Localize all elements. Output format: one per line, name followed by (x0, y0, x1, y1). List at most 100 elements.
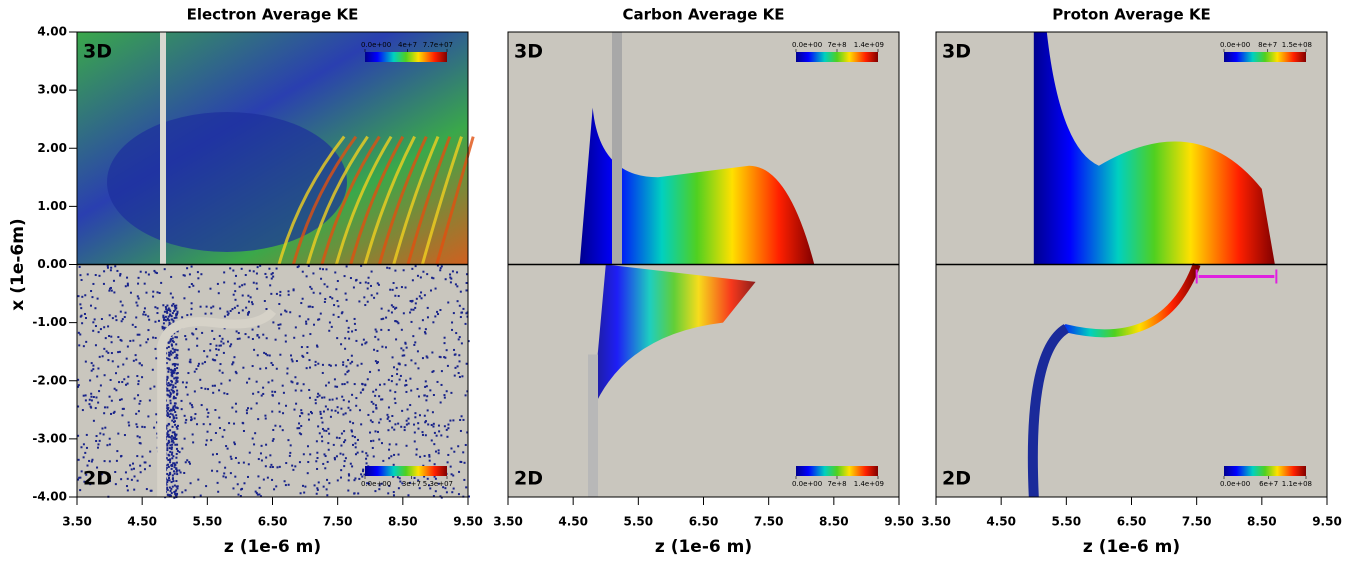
particle (249, 296, 252, 299)
particle (81, 295, 84, 298)
particle (162, 304, 165, 307)
y-tick-label: 4.00 (37, 25, 67, 39)
particle (331, 297, 334, 300)
particle (405, 346, 408, 349)
particle (319, 292, 322, 295)
particle (165, 427, 168, 430)
particle (173, 404, 176, 407)
particle (195, 368, 198, 371)
particle (92, 329, 95, 332)
particle (336, 406, 339, 409)
particle (426, 409, 429, 412)
particle (154, 336, 157, 339)
particle (444, 356, 447, 359)
particle (456, 271, 459, 274)
particle (101, 355, 104, 358)
particle (171, 339, 174, 342)
particle (190, 307, 193, 310)
particle (381, 398, 384, 401)
particle (190, 302, 193, 305)
particle (251, 328, 254, 331)
particle (241, 309, 244, 312)
foil-2d (588, 354, 598, 497)
particle (219, 427, 222, 430)
particle (328, 329, 331, 332)
particle (360, 423, 363, 426)
particle (207, 388, 210, 391)
particle (398, 378, 401, 381)
particle (241, 487, 244, 490)
particle (176, 473, 179, 476)
particle (452, 312, 455, 315)
x-tick-label: 8.50 (819, 515, 849, 529)
particle (108, 460, 111, 463)
particle (195, 328, 198, 331)
particle (419, 276, 422, 279)
particle (176, 485, 179, 488)
particle (165, 378, 168, 381)
particle (299, 492, 302, 495)
particle (459, 290, 462, 293)
x-tick-label: 9.50 (453, 515, 483, 529)
particle (293, 336, 296, 339)
particle (176, 393, 179, 396)
particle (94, 307, 97, 310)
particle (169, 458, 172, 461)
particle (111, 317, 114, 320)
particle (392, 491, 395, 494)
x-tick-label: 8.50 (1247, 515, 1277, 529)
particle (235, 410, 238, 413)
particle (433, 431, 436, 434)
particle (126, 489, 129, 492)
particle (166, 443, 169, 446)
particle (176, 330, 179, 333)
particle (173, 433, 176, 436)
particle (175, 433, 178, 436)
particle (172, 455, 175, 458)
particle (167, 494, 170, 497)
particle (344, 439, 347, 442)
particle (357, 492, 360, 495)
particle (255, 380, 258, 383)
particle (433, 443, 436, 446)
particle (121, 304, 124, 307)
particle (193, 390, 196, 393)
particle (465, 362, 468, 365)
particle (343, 441, 346, 444)
particle (175, 376, 178, 379)
ion-2d-tail (1027, 324, 1070, 498)
particle (319, 410, 322, 413)
particle (178, 451, 181, 454)
particle (465, 273, 468, 276)
particle (188, 273, 191, 276)
particle (433, 463, 436, 466)
particle (349, 420, 352, 423)
particle (289, 444, 292, 447)
particle (388, 484, 391, 487)
particle (98, 355, 101, 358)
particle (180, 399, 183, 402)
particle (316, 451, 319, 454)
particle (209, 423, 212, 426)
particle (270, 292, 273, 295)
particle (110, 399, 113, 402)
particle (443, 394, 446, 397)
particle (309, 333, 312, 336)
particle (327, 381, 330, 384)
particle (394, 402, 397, 405)
particle (169, 393, 172, 396)
particle (125, 357, 128, 360)
particle (220, 382, 223, 385)
particle (354, 329, 357, 332)
colorbar-label: 7.7e+07 (423, 41, 453, 49)
particle (336, 337, 339, 340)
particle (175, 406, 178, 409)
colorbar (1224, 466, 1306, 476)
particle (100, 318, 103, 321)
particle (233, 443, 236, 446)
particle (248, 310, 251, 313)
particle (255, 272, 258, 275)
particle (387, 492, 390, 495)
particle (90, 406, 93, 409)
particle (137, 282, 140, 285)
